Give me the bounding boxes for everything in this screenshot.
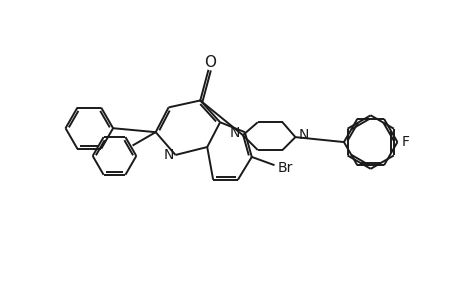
- Text: N: N: [297, 128, 308, 142]
- Text: Br: Br: [277, 161, 292, 175]
- Text: O: O: [204, 55, 216, 70]
- Text: F: F: [401, 135, 409, 149]
- Text: N: N: [229, 126, 240, 140]
- Text: N: N: [163, 148, 174, 162]
